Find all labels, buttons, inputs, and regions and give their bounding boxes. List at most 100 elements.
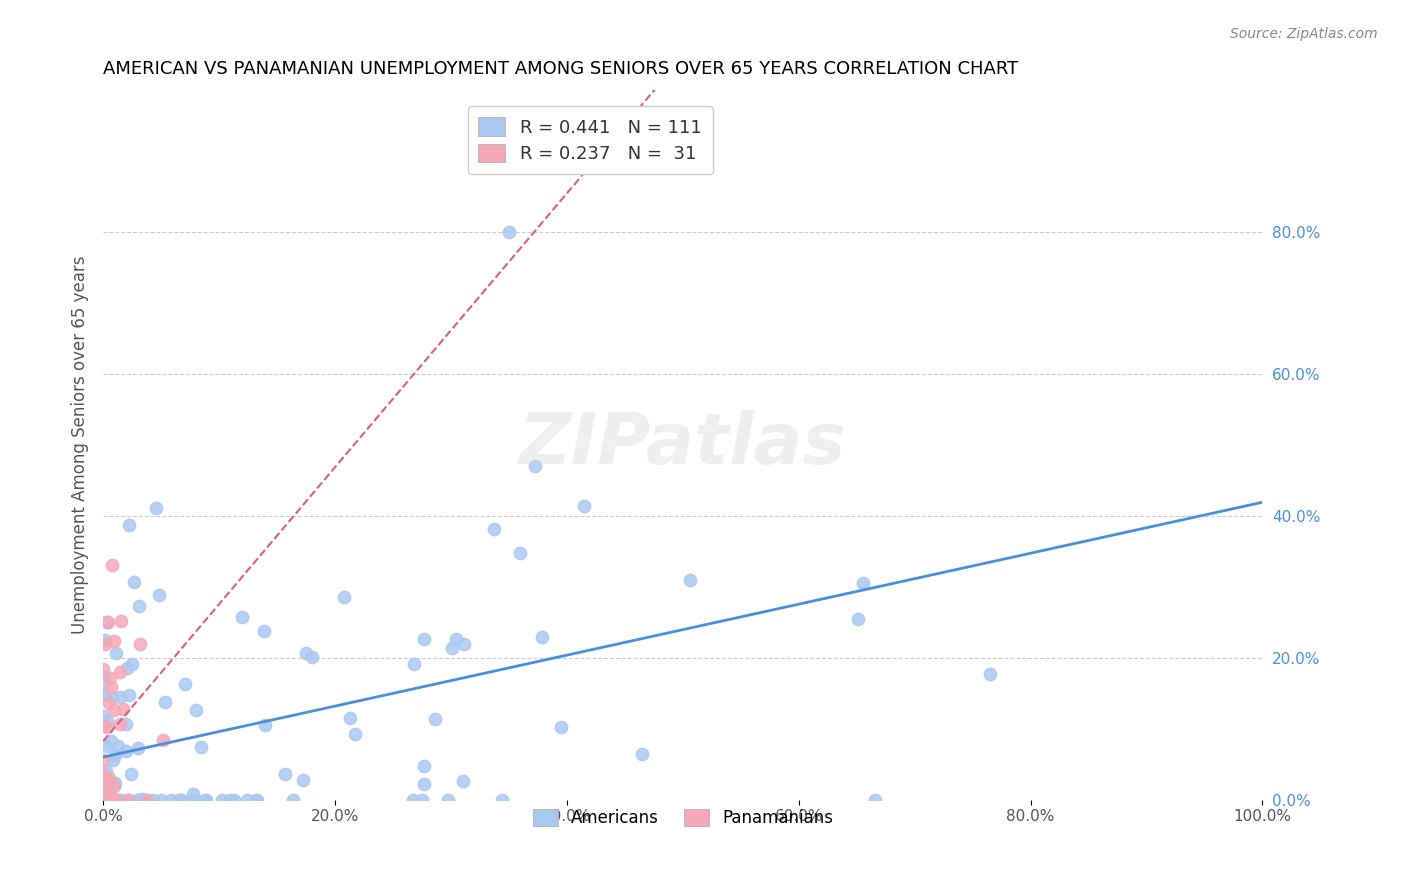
Americans [498, 225, 520, 239]
Americans [184, 792, 207, 806]
Americans [181, 788, 204, 802]
Panamanians [97, 784, 120, 798]
Panamanians [108, 665, 131, 679]
Americans [94, 792, 117, 806]
Panamanians [103, 634, 125, 648]
Americans [630, 747, 652, 761]
Americans [245, 792, 267, 806]
Americans [195, 792, 218, 806]
Americans [184, 702, 207, 716]
Americans [509, 546, 531, 560]
Americans [491, 792, 513, 806]
Americans [291, 772, 314, 787]
Americans [104, 776, 127, 790]
Legend: Americans, Panamanians: Americans, Panamanians [526, 802, 839, 834]
Panamanians [111, 702, 134, 716]
Americans [190, 740, 212, 755]
Americans [440, 640, 463, 655]
Americans [115, 717, 138, 731]
Americans [117, 517, 139, 532]
Text: AMERICAN VS PANAMANIAN UNEMPLOYMENT AMONG SENIORS OVER 65 YEARS CORRELATION CHAR: AMERICAN VS PANAMANIAN UNEMPLOYMENT AMON… [103, 60, 1018, 78]
Panamanians [152, 733, 174, 747]
Americans [127, 740, 149, 755]
Americans [211, 792, 233, 806]
Americans [339, 711, 361, 725]
Americans [93, 688, 115, 702]
Americans [96, 714, 118, 728]
Panamanians [117, 792, 139, 806]
Panamanians [94, 780, 117, 795]
Americans [96, 792, 118, 806]
Americans [863, 792, 886, 806]
Americans [231, 610, 253, 624]
Americans [142, 792, 165, 806]
Panamanians [98, 671, 121, 685]
Americans [100, 734, 122, 748]
Americans [103, 753, 125, 767]
Americans [846, 612, 869, 626]
Americans [93, 670, 115, 684]
Americans [94, 739, 117, 753]
Panamanians [128, 637, 150, 651]
Americans [98, 786, 121, 800]
Americans [246, 792, 269, 806]
Americans [222, 792, 245, 806]
Americans [550, 719, 572, 733]
Americans [679, 573, 702, 587]
Text: ZIPatlas: ZIPatlas [519, 410, 846, 479]
Americans [91, 777, 114, 791]
Panamanians [135, 792, 157, 806]
Panamanians [94, 792, 117, 806]
Americans [169, 792, 191, 806]
Panamanians [103, 779, 125, 793]
Panamanians [93, 637, 115, 651]
Americans [125, 792, 148, 806]
Americans [103, 747, 125, 762]
Americans [153, 696, 176, 710]
Americans [93, 792, 115, 806]
Americans [451, 774, 474, 789]
Americans [174, 677, 197, 691]
Text: Source: ZipAtlas.com: Source: ZipAtlas.com [1230, 27, 1378, 41]
Americans [117, 792, 139, 806]
Americans [167, 792, 190, 806]
Americans [574, 499, 596, 513]
Americans [218, 792, 240, 806]
Americans [104, 646, 127, 660]
Americans [91, 792, 114, 806]
Americans [531, 631, 554, 645]
Americans [437, 792, 460, 806]
Y-axis label: Unemployment Among Seniors over 65 years: Unemployment Among Seniors over 65 years [72, 256, 89, 634]
Americans [104, 792, 127, 806]
Americans [127, 792, 149, 806]
Americans [131, 792, 153, 806]
Panamanians [108, 716, 131, 731]
Americans [411, 792, 433, 806]
Americans [128, 599, 150, 613]
Americans [149, 792, 172, 806]
Americans [91, 792, 114, 806]
Americans [160, 792, 183, 806]
Americans [333, 591, 356, 605]
Americans [404, 657, 426, 671]
Panamanians [104, 792, 127, 806]
Americans [110, 792, 132, 806]
Americans [107, 739, 129, 753]
Americans [235, 792, 257, 806]
Americans [121, 657, 143, 671]
Panamanians [98, 697, 121, 711]
Panamanians [101, 558, 124, 573]
Americans [413, 777, 436, 791]
Americans [91, 772, 114, 786]
Americans [117, 792, 139, 806]
Americans [110, 690, 132, 704]
Americans [979, 667, 1001, 681]
Americans [105, 792, 128, 806]
Americans [96, 792, 118, 806]
Panamanians [97, 772, 120, 786]
Americans [412, 632, 434, 646]
Americans [124, 575, 146, 590]
Panamanians [93, 792, 115, 806]
Americans [523, 459, 546, 474]
Americans [115, 661, 138, 675]
